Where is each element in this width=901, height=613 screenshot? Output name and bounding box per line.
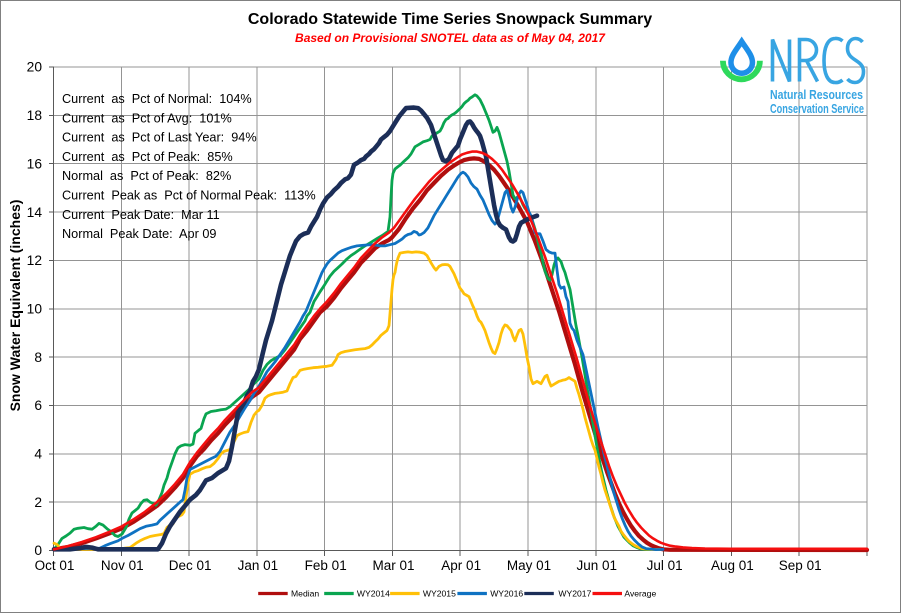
svg-text:WY2017: WY2017: [558, 589, 591, 599]
svg-text:Current as Pct of Avg: 101%: Current as Pct of Avg: 101%: [62, 111, 232, 125]
svg-text:Current as Pct of Last Year:: Current as Pct of Last Year: 94%: [62, 131, 257, 145]
svg-text:4: 4: [34, 447, 42, 462]
svg-text:Natural Resources: Natural Resources: [770, 87, 863, 102]
svg-text:Based on Provisional SNOTEL da: Based on Provisional SNOTEL data as of M…: [295, 31, 606, 45]
svg-text:Feb 01: Feb 01: [305, 558, 347, 573]
svg-text:Conservation Service: Conservation Service: [770, 101, 864, 116]
svg-text:Nov 01: Nov 01: [101, 558, 144, 573]
svg-text:Aug 01: Aug 01: [711, 558, 754, 573]
svg-text:10: 10: [27, 301, 43, 316]
svg-text:14: 14: [27, 205, 43, 220]
svg-text:20: 20: [27, 60, 43, 75]
svg-text:6: 6: [34, 398, 42, 413]
svg-text:Jul 01: Jul 01: [647, 558, 683, 573]
svg-text:Current Peak Date: Mar 11: Current Peak Date: Mar 11: [62, 208, 220, 222]
svg-text:May 01: May 01: [507, 558, 551, 573]
svg-text:Average: Average: [624, 589, 656, 599]
svg-text:16: 16: [27, 156, 43, 171]
svg-text:Current as Pct of Peak: 85%: Current as Pct of Peak: 85%: [62, 150, 233, 164]
svg-text:Dec 01: Dec 01: [169, 558, 212, 573]
svg-text:Oct 01: Oct 01: [35, 558, 75, 573]
svg-text:2: 2: [34, 495, 42, 510]
svg-text:WY2016: WY2016: [490, 589, 523, 599]
svg-text:12: 12: [27, 253, 42, 268]
svg-text:Jan 01: Jan 01: [238, 558, 279, 573]
svg-text:Apr 01: Apr 01: [441, 558, 481, 573]
svg-text:Normal as Pct of Peak: 82%: Normal as Pct of Peak: 82%: [62, 169, 231, 183]
svg-text:Current Peak as Pct of Norma: Current Peak as Pct of Normal Peak: 113%: [62, 189, 316, 203]
svg-text:Normal Peak Date: Apr 09: Normal Peak Date: Apr 09: [62, 227, 216, 241]
svg-text:Median: Median: [291, 589, 319, 599]
svg-text:WY2014: WY2014: [357, 589, 390, 599]
svg-text:Colorado Statewide Time Series: Colorado Statewide Time Series Snowpack …: [248, 11, 652, 28]
svg-text:Mar 01: Mar 01: [372, 558, 414, 573]
svg-text:18: 18: [27, 108, 43, 123]
svg-text:Snow Water Equivalent (inches): Snow Water Equivalent (inches): [7, 200, 23, 412]
svg-text:Sep 01: Sep 01: [779, 558, 822, 573]
svg-text:8: 8: [34, 350, 42, 365]
svg-text:Current as Pct of Normal: 1: Current as Pct of Normal: 104%: [62, 92, 252, 106]
svg-text:WY2015: WY2015: [423, 589, 456, 599]
svg-text:0: 0: [34, 543, 42, 558]
svg-text:Jun 01: Jun 01: [577, 558, 618, 573]
